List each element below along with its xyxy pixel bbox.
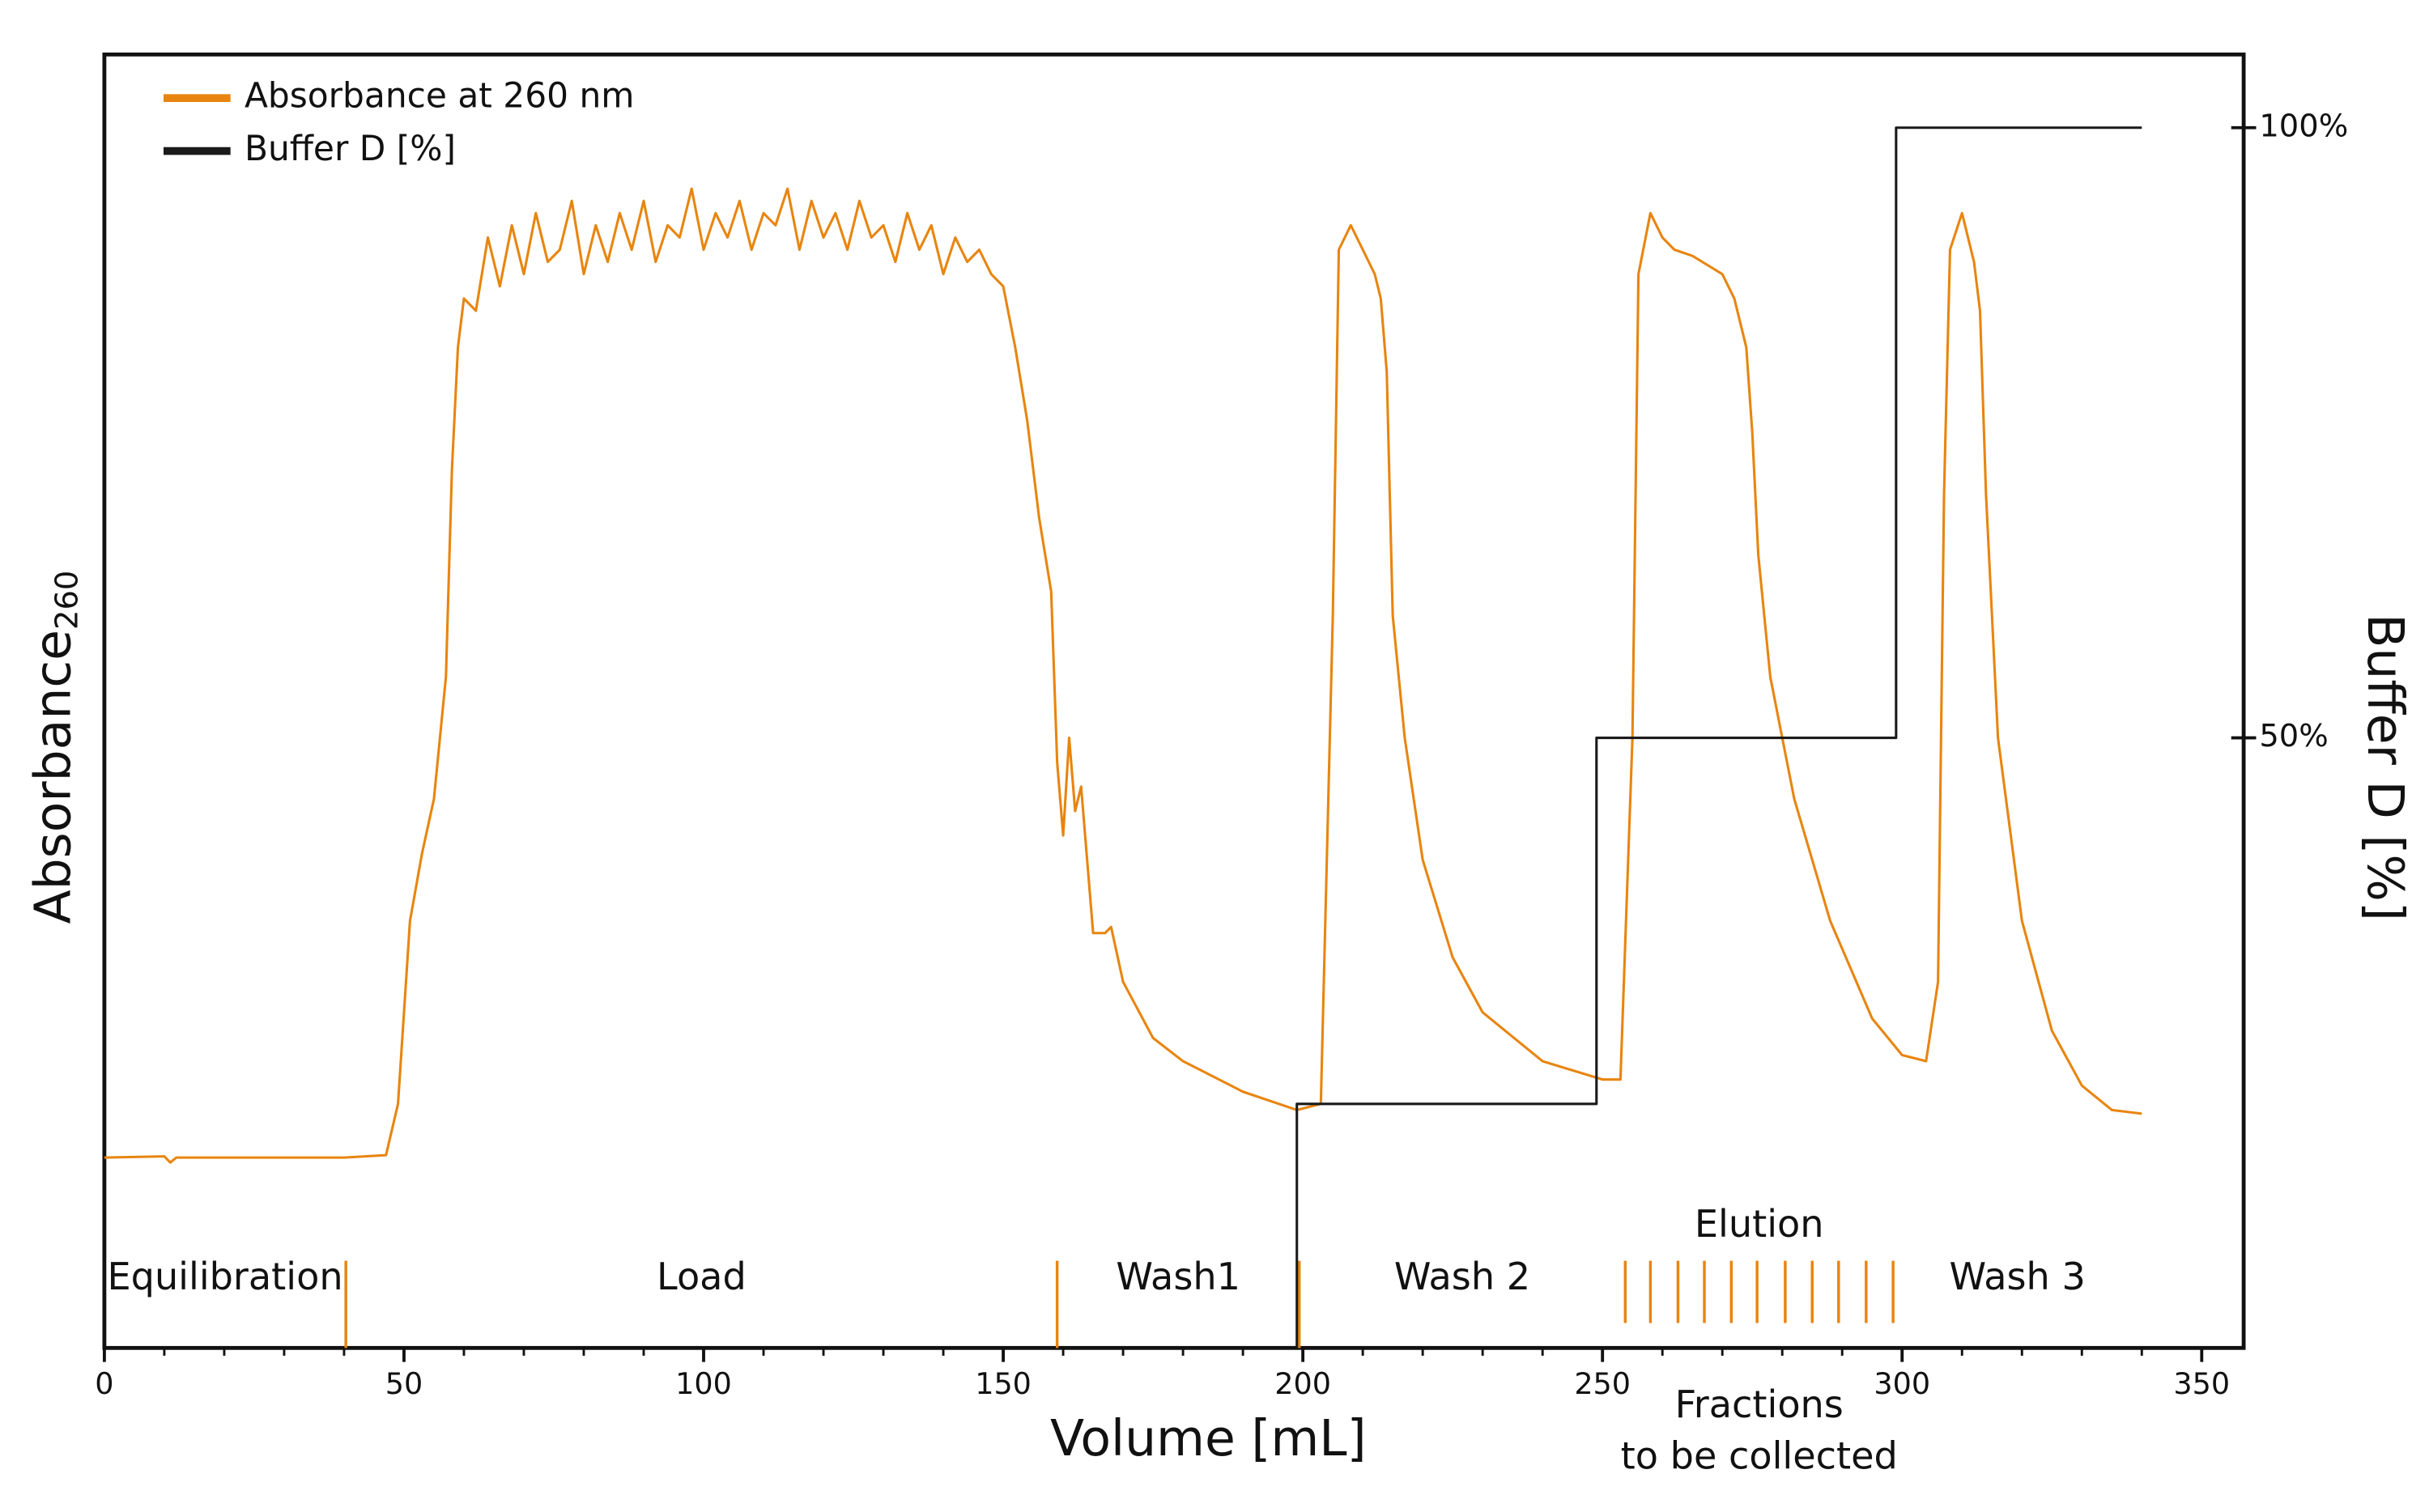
- x-tick-label: 200: [1274, 1366, 1331, 1401]
- y-axis-label-sub: 260: [49, 571, 85, 630]
- series-line: [1295, 126, 2142, 1348]
- fractions-label: Fractions: [1675, 1382, 1844, 1426]
- y-axis-label: Absorbance260: [23, 571, 85, 924]
- x-tick-label: 250: [1574, 1366, 1631, 1401]
- phase-label: Wash1: [1116, 1255, 1240, 1298]
- y2-axis-label: Buffer D [%]: [2356, 614, 2414, 921]
- x-tick-label: 100: [675, 1366, 732, 1401]
- x-tick-label: 350: [2173, 1366, 2230, 1401]
- x-tick-label: 300: [1874, 1366, 1930, 1401]
- legend-label: Absorbance at 260 nm: [245, 76, 635, 116]
- x-tick-label: 50: [385, 1366, 423, 1401]
- phase-label: Wash 2: [1394, 1255, 1530, 1298]
- y-axis-label-main: Absorbance: [23, 630, 82, 924]
- y2-tick-label: 50%: [2259, 718, 2328, 754]
- series-line: [104, 187, 2142, 1164]
- x-axis-label: Volume [mL]: [1050, 1409, 1367, 1467]
- x-tick-label: 0: [95, 1366, 113, 1401]
- phase-label: Wash 3: [1950, 1255, 2086, 1298]
- fractions-title: Elution: [1695, 1202, 1824, 1246]
- phase-label: Load: [657, 1255, 747, 1298]
- plot-frame: [102, 52, 2246, 1350]
- phase-label: Equilibration: [108, 1255, 343, 1298]
- y2-tick-label: 100%: [2259, 108, 2348, 144]
- fractions-label: to be collected: [1621, 1433, 1898, 1477]
- x-tick-label: 150: [975, 1366, 1032, 1401]
- legend-label: Buffer D [%]: [245, 129, 456, 168]
